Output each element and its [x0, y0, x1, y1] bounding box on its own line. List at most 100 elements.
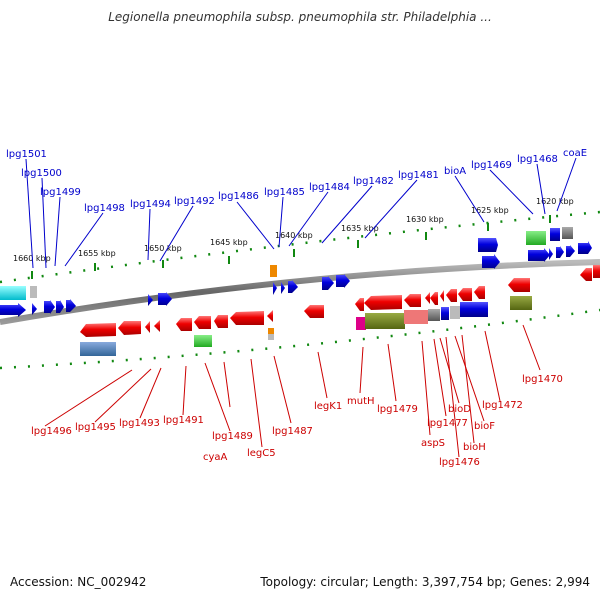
gene-arrow	[458, 288, 472, 301]
scale-label-1650: 1650 kbp	[144, 244, 182, 253]
gene-label-lpg1489[interactable]: lpg1489	[212, 431, 253, 442]
gene-arrow	[194, 316, 211, 329]
gene-feature	[270, 265, 277, 277]
gene-label-lpg1484[interactable]: lpg1484	[309, 182, 350, 193]
gene-arrow	[44, 300, 55, 314]
gene-label-bioH[interactable]: bioH	[463, 442, 486, 453]
gene-label-lpg1498[interactable]: lpg1498	[84, 203, 125, 214]
gene-label-lpg1486[interactable]: lpg1486	[218, 191, 259, 202]
scale-label-1640: 1640 kbp	[275, 231, 313, 240]
gene-label-lpg1479[interactable]: lpg1479	[377, 404, 418, 415]
gene-feature	[526, 231, 546, 245]
gene-label-legK1[interactable]: legK1	[314, 401, 342, 412]
gene-arrow	[230, 311, 264, 325]
gene-arrow	[566, 245, 575, 257]
scale-track-outer	[0, 210, 600, 284]
gene-label-bioA[interactable]: bioA	[444, 166, 466, 177]
gene-label-lpg1493[interactable]: lpg1493	[119, 418, 160, 429]
gene-label-lpg1491[interactable]: lpg1491	[163, 415, 204, 426]
gene-arrow	[0, 303, 26, 317]
gene-feature	[268, 328, 274, 334]
gene-arrow	[404, 294, 421, 307]
gene-arrow	[281, 282, 285, 294]
gene-label-bioF[interactable]: bioF	[474, 421, 495, 432]
scale-label-1635: 1635 kbp	[341, 224, 379, 233]
gene-feature	[428, 309, 440, 321]
gene-label-lpg1470[interactable]: lpg1470	[522, 374, 563, 385]
gene-label-lpg1485[interactable]: lpg1485	[264, 187, 305, 198]
reverse-genes	[80, 265, 600, 356]
gene-label-coaE[interactable]: coaE	[563, 148, 587, 159]
gene-arrow	[474, 286, 485, 299]
gene-arrow	[578, 241, 592, 254]
gene-label-aspS[interactable]: aspS	[421, 438, 445, 449]
genome-summary: Topology: circular; Length: 3,397,754 bp…	[260, 575, 590, 589]
reverse-gene-labels: lpg1496 lpg1495 lpg1493 lpg1491 lpg1489 …	[31, 374, 563, 468]
scale-labels: 1620 kbp 1625 kbp 1630 kbp 1635 kbp 1640…	[13, 197, 574, 263]
gene-feature	[356, 317, 366, 330]
gene-label-lpg1476[interactable]: lpg1476	[439, 457, 480, 468]
gene-label-lpg1499[interactable]: lpg1499	[40, 187, 81, 198]
gene-arrow	[440, 290, 444, 302]
gene-arrow	[322, 276, 334, 290]
gene-label-lpg1468[interactable]: lpg1468	[517, 154, 558, 165]
gene-arrow	[508, 278, 530, 292]
gene-arrow	[267, 310, 273, 322]
gene-feature	[194, 335, 212, 347]
gene-arrow	[214, 315, 228, 328]
gene-arrow	[66, 299, 76, 312]
gene-feature	[460, 302, 488, 317]
gene-arrow	[80, 323, 116, 337]
map-title: Legionella pneumophila subsp. pneumophil…	[108, 10, 492, 24]
gene-label-lpg1487[interactable]: lpg1487	[272, 426, 313, 437]
gene-label-bioD[interactable]: bioD	[448, 404, 471, 415]
gene-feature	[404, 310, 428, 324]
gene-feature	[441, 307, 449, 320]
gene-label-lpg1481[interactable]: lpg1481	[398, 170, 439, 181]
gene-arrow	[364, 295, 402, 310]
gene-feature	[450, 306, 460, 319]
gene-arrow	[158, 292, 172, 306]
gene-label-lpg1482[interactable]: lpg1482	[353, 176, 394, 187]
scale-label-1655: 1655 kbp	[78, 249, 116, 258]
gene-label-cyaA[interactable]: cyaA	[203, 452, 228, 463]
scale-label-1645: 1645 kbp	[210, 238, 248, 247]
gene-arrow	[145, 321, 150, 333]
gene-arrow	[482, 254, 500, 269]
gene-label-lpg1472[interactable]: lpg1472	[482, 400, 523, 411]
reverse-leader-lines	[44, 324, 541, 458]
gene-arrow	[118, 321, 141, 335]
gene-arrow	[478, 238, 498, 252]
gene-label-lpg1501[interactable]: lpg1501	[6, 149, 47, 160]
gene-label-lpg1492[interactable]: lpg1492	[174, 196, 215, 207]
gene-feature	[80, 342, 116, 356]
gene-label-lpg1477[interactable]: lpg1477	[427, 418, 468, 429]
gene-arrow	[528, 248, 550, 262]
gene-feature	[0, 286, 26, 300]
gene-arrow	[336, 274, 350, 288]
gene-label-lpg1494[interactable]: lpg1494	[130, 199, 171, 210]
forward-gene-labels: lpg1501 lpg1500 lpg1499 lpg1498 lpg1494 …	[6, 148, 587, 214]
scale-label-1630: 1630 kbp	[406, 215, 444, 224]
gene-arrow	[273, 282, 277, 295]
gene-feature	[365, 313, 405, 329]
gene-label-legC5[interactable]: legC5	[247, 448, 276, 459]
forward-genes	[0, 227, 592, 317]
gene-label-lpg1495[interactable]: lpg1495	[75, 422, 116, 433]
gene-arrow	[580, 268, 592, 281]
gene-feature	[550, 228, 560, 241]
gene-arrow	[32, 303, 37, 315]
gene-arrow	[355, 298, 364, 311]
gene-label-lpg1469[interactable]: lpg1469	[471, 160, 512, 171]
gene-feature	[510, 296, 532, 310]
scale-label-1620: 1620 kbp	[536, 197, 574, 206]
gene-label-lpg1500[interactable]: lpg1500	[21, 168, 62, 179]
gene-arrow	[556, 246, 564, 258]
gene-arrow	[446, 289, 457, 302]
forward-leader-lines	[25, 157, 577, 269]
gene-label-mutH[interactable]: mutH	[347, 396, 375, 407]
gene-feature	[268, 334, 274, 340]
scale-track-inner	[0, 308, 600, 370]
gene-label-lpg1496[interactable]: lpg1496	[31, 426, 72, 437]
